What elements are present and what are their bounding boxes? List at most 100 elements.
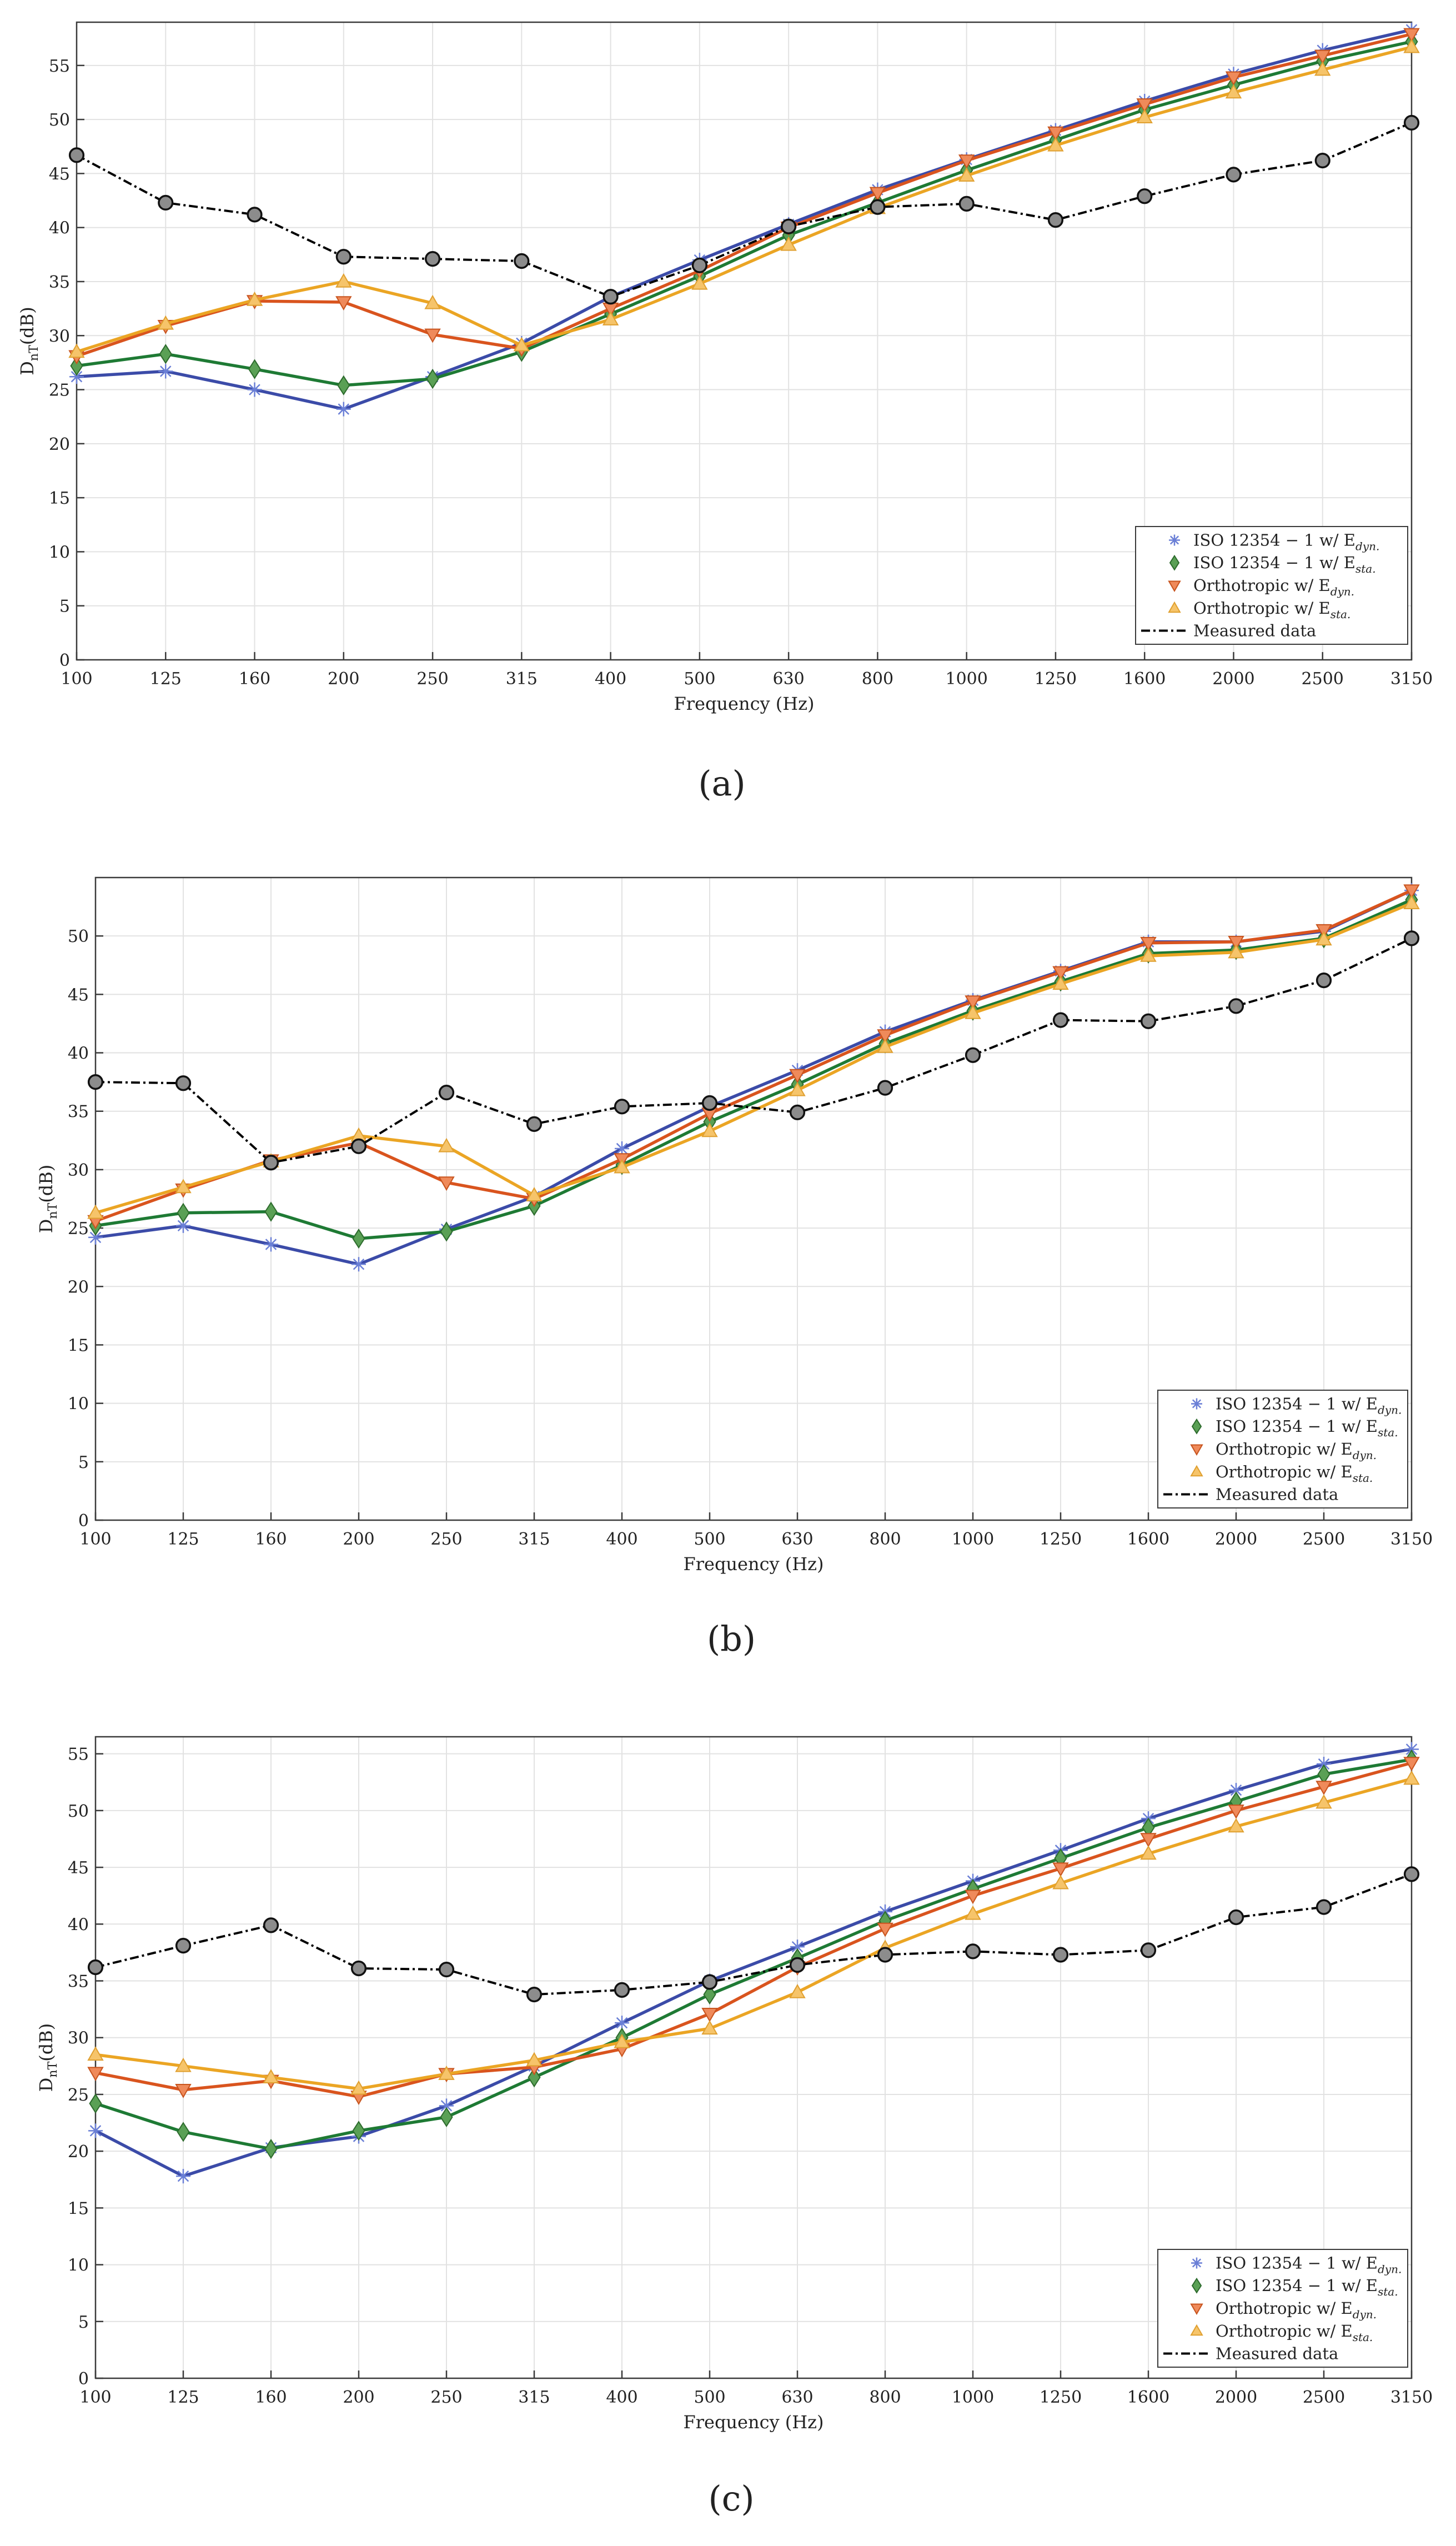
data-point	[88, 1230, 103, 1245]
data-point	[1228, 1805, 1244, 1819]
data-point	[424, 294, 441, 309]
data-point	[424, 328, 441, 343]
data-point	[1136, 109, 1153, 123]
data-point	[426, 368, 439, 389]
series-line	[94, 1747, 1412, 2178]
data-point	[175, 1179, 192, 1194]
data-point	[263, 1917, 279, 1933]
data-point	[177, 2122, 190, 2142]
y-tick-label: 45	[68, 985, 89, 1005]
data-point	[781, 218, 797, 234]
legend-marker	[1191, 1418, 1202, 1435]
data-point	[69, 369, 84, 384]
data-point	[1052, 1012, 1069, 1028]
data-point	[1314, 152, 1331, 169]
x-tick-label: 2000	[1215, 2388, 1257, 2407]
data-point	[1403, 895, 1420, 910]
x-tick-label: 250	[430, 2388, 462, 2407]
data-point	[965, 1890, 981, 1905]
data-point	[438, 1961, 455, 1978]
data-point	[602, 311, 619, 325]
data-point	[1403, 114, 1420, 131]
data-point	[352, 1228, 365, 1249]
panel-label: (b)	[707, 1618, 756, 1659]
y-tick-label: 30	[49, 327, 70, 346]
data-point	[89, 2093, 102, 2114]
y-tick-label: 25	[68, 2086, 89, 2105]
data-point	[1226, 167, 1242, 183]
y-tick-label: 10	[68, 2256, 89, 2276]
data-point	[264, 1201, 278, 1222]
data-point	[870, 199, 886, 215]
x-tick-label: 125	[167, 2388, 199, 2407]
data-point	[514, 253, 530, 269]
x-tick-label: 315	[518, 2388, 550, 2407]
data-point	[1052, 966, 1069, 981]
legend-marker	[1190, 2303, 1203, 2316]
data-point	[1052, 1862, 1069, 1877]
legend: ISO 12354 − 1 w/ Edyn.ISO 12354 − 1 w/ E…	[1135, 526, 1408, 645]
data-point	[1225, 84, 1242, 99]
x-tick-label: 1600	[1127, 2388, 1169, 2407]
x-tick-label: 200	[343, 2388, 374, 2407]
y-tick-label: 35	[68, 1972, 89, 1992]
data-point	[958, 154, 975, 169]
y-tick-label: 0	[78, 2369, 89, 2389]
legend-entry: Orthotropic w/ Edyn.	[1193, 576, 1354, 598]
data-point	[614, 2033, 630, 2048]
y-tick-label: 0	[59, 651, 70, 670]
data-point	[1403, 1757, 1420, 1772]
data-point	[1140, 937, 1157, 951]
series-3	[87, 1757, 1420, 2106]
data-point	[87, 2046, 104, 2061]
data-point	[1228, 998, 1244, 1014]
data-point	[780, 236, 797, 251]
series-line	[76, 46, 1412, 354]
y-axis-label: DnT(dB)	[36, 2023, 60, 2092]
data-point	[965, 1943, 981, 1959]
legend-box	[1135, 526, 1408, 645]
y-tick-label: 40	[68, 1044, 89, 1064]
x-tick-label: 1000	[945, 669, 987, 689]
data-point	[175, 2057, 192, 2072]
data-point	[1316, 1899, 1332, 1915]
data-point	[176, 1218, 190, 1233]
x-tick-label: 100	[61, 669, 92, 689]
data-point	[789, 1957, 806, 1973]
legend-entry: Orthotropic w/ Edyn.	[1216, 1440, 1377, 1462]
y-tick-label: 35	[49, 273, 70, 292]
data-point	[965, 1005, 981, 1019]
series-line	[95, 901, 1413, 1215]
y-tick-label: 25	[68, 1219, 89, 1239]
data-point	[701, 1122, 718, 1137]
data-point	[1140, 1013, 1157, 1029]
y-tick-label: 15	[68, 1336, 89, 1355]
legend-entry: Orthotropic w/ Edyn.	[1216, 2299, 1377, 2321]
x-axis-label: Frequency (Hz)	[674, 693, 815, 714]
series-3	[87, 884, 1420, 1230]
legend-entry: ISO 12354 − 1 w/ Edyn.	[1216, 1394, 1402, 1416]
data-point	[526, 2052, 543, 2067]
x-tick-label: 100	[79, 2388, 111, 2407]
series-line	[76, 122, 1412, 298]
data-point	[1140, 1942, 1157, 1958]
data-point	[247, 207, 263, 223]
x-tick-label: 1000	[952, 2388, 994, 2407]
series-5	[87, 930, 1420, 1171]
data-point	[158, 194, 174, 211]
y-tick-label: 5	[59, 597, 70, 617]
y-tick-label: 50	[68, 927, 89, 946]
y-axis-label: DnT(dB)	[36, 1165, 60, 1233]
legend-marker	[1190, 1465, 1203, 1477]
data-point	[614, 1099, 630, 1115]
data-point	[958, 167, 975, 182]
data-point	[1229, 1783, 1243, 1798]
data-point	[877, 1947, 893, 1963]
data-point	[263, 1155, 279, 1171]
data-point	[965, 1047, 981, 1063]
data-point	[526, 1187, 543, 1201]
data-point	[87, 1959, 104, 1976]
x-tick-label: 500	[694, 1530, 725, 1549]
y-tick-label: 45	[49, 164, 70, 184]
